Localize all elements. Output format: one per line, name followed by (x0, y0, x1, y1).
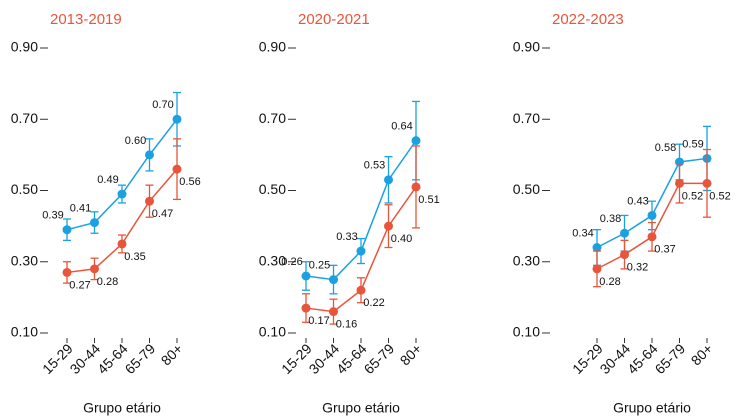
x-tick-label: 80+ (688, 340, 716, 368)
point (620, 228, 629, 238)
x-axis-label: Grupo etário (613, 400, 691, 416)
value-label: 0.40 (391, 233, 412, 245)
panel-title: 2013-2019 (50, 11, 122, 28)
point (647, 232, 657, 242)
point (384, 221, 393, 231)
point (301, 271, 311, 281)
point (301, 303, 311, 313)
value-label: 0.28 (97, 276, 118, 288)
value-label: 0.51 (418, 194, 439, 206)
x-tick-label: 80+ (397, 340, 425, 368)
value-label: 0.64 (391, 121, 412, 133)
x-tick-label: 65-79 (122, 340, 159, 377)
y-tick-label: 0.90 (11, 39, 38, 55)
value-label: 0.17 (308, 315, 329, 327)
y-tick-label: 0.10 (513, 324, 540, 340)
value-label: 0.32 (627, 262, 648, 274)
value-label: 0.38 (600, 213, 621, 225)
point (411, 182, 421, 192)
y-tick-label: 0.10 (11, 324, 38, 340)
point (329, 275, 338, 285)
value-label: 0.39 (42, 210, 63, 222)
x-tick-label: 15-29 (39, 340, 76, 377)
point (145, 196, 154, 206)
value-label: 0.60 (125, 135, 146, 147)
point (329, 307, 338, 317)
y-tick-label: 0.90 (513, 39, 540, 55)
y-tick-label: 0.70 (259, 110, 286, 126)
value-label: 0.70 (152, 99, 173, 111)
value-label: 0.58 (655, 142, 676, 154)
value-label: 0.47 (152, 208, 173, 220)
point (356, 285, 366, 295)
point (592, 264, 602, 274)
x-tick-label: 30-44 (597, 340, 634, 377)
value-label: 0.52 (682, 190, 703, 202)
point (592, 243, 602, 252)
value-label: 0.33 (336, 231, 357, 243)
x-tick-label: 45-64 (333, 340, 370, 377)
x-tick-label: 15-29 (569, 340, 606, 377)
point (647, 210, 657, 220)
point (384, 175, 393, 185)
value-label: 0.53 (364, 160, 385, 172)
value-label: 0.22 (363, 297, 384, 309)
value-label: 0.52 (709, 190, 730, 202)
point (145, 150, 154, 160)
x-tick-label: 30-44 (306, 340, 343, 377)
value-label: 0.41 (70, 202, 91, 214)
y-tick-label: 0.50 (259, 181, 286, 197)
value-label: 0.56 (179, 176, 200, 188)
value-label: 0.49 (97, 174, 118, 186)
x-tick-label: 80+ (158, 340, 186, 368)
x-axis-label: Grupo etário (322, 400, 400, 416)
point (90, 264, 99, 274)
value-label: 0.16 (336, 319, 357, 331)
y-tick-label: 0.50 (11, 181, 38, 197)
point (411, 136, 421, 146)
point (117, 189, 127, 199)
point (62, 267, 72, 277)
x-tick-label: 65-79 (361, 340, 398, 377)
panel-title: 2020-2021 (298, 11, 370, 28)
y-tick-label: 0.30 (513, 252, 540, 268)
y-tick-label: 0.70 (513, 110, 540, 126)
point (172, 114, 182, 124)
value-label: 0.37 (654, 244, 675, 256)
y-tick-label: 0.30 (259, 252, 286, 268)
point (117, 239, 127, 249)
value-label: 0.43 (627, 195, 648, 207)
x-tick-label: 15-29 (278, 340, 315, 377)
point (172, 164, 182, 174)
y-tick-label: 0.50 (513, 181, 540, 197)
value-label: 0.59 (682, 138, 703, 150)
x-tick-label: 30-44 (67, 340, 104, 377)
x-tick-label: 45-64 (624, 340, 661, 377)
point (675, 178, 684, 188)
x-axis-label: Grupo etário (83, 400, 161, 416)
value-label: 0.27 (69, 279, 90, 291)
value-label: 0.35 (124, 251, 145, 263)
point (702, 178, 712, 188)
x-tick-label: 45-64 (94, 340, 131, 377)
value-label: 0.25 (309, 259, 330, 271)
panel-title: 2022-2023 (552, 11, 624, 28)
point (90, 218, 99, 228)
x-tick-label: 65-79 (652, 340, 689, 377)
point (356, 246, 366, 256)
y-tick-label: 0.30 (11, 252, 38, 268)
value-label: 0.34 (572, 227, 593, 239)
y-tick-label: 0.10 (259, 324, 286, 340)
y-tick-label: 0.90 (259, 39, 286, 55)
point (620, 250, 629, 260)
point (62, 225, 72, 235)
value-label: 0.28 (599, 276, 620, 288)
value-label: 0.26 (281, 256, 302, 268)
y-tick-label: 0.70 (11, 110, 38, 126)
